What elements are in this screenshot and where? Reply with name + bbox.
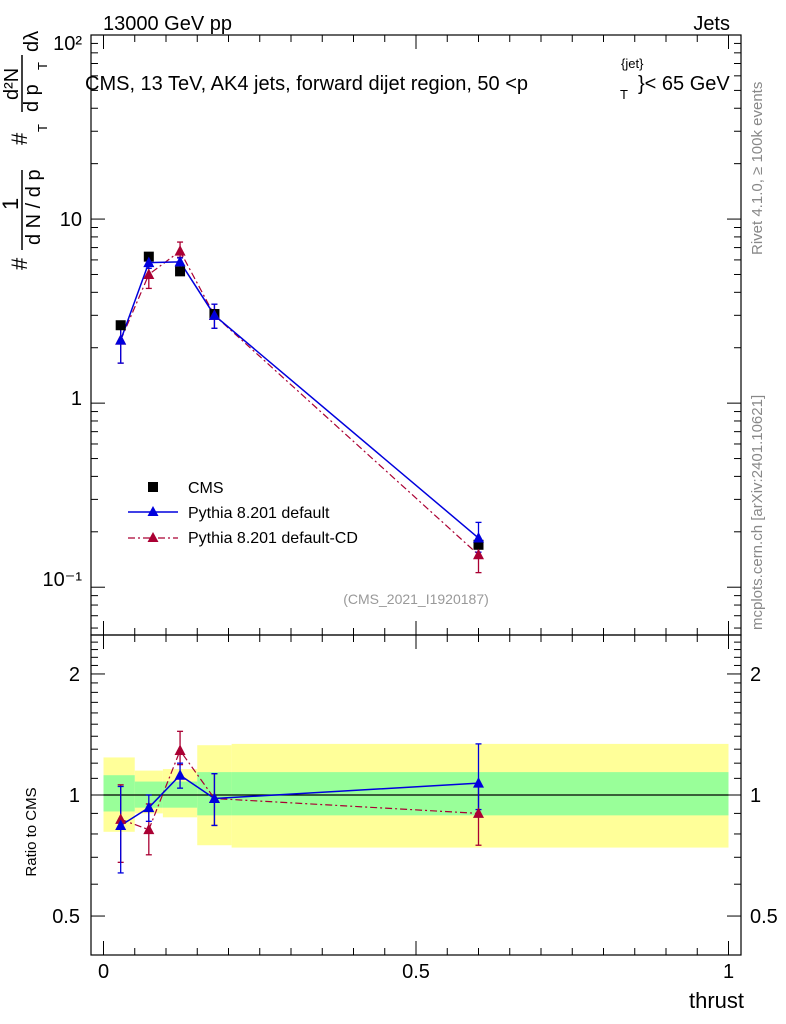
plot-title: CMS, 13 TeV, AK4 jets, forward dijet reg… [85,56,730,102]
ylabel-one: 1 [0,198,23,210]
analysis-watermark: (CMS_2021_I1920187) [343,591,489,607]
header-right: Jets [693,13,730,35]
xaxis-label: thrust [689,988,744,1013]
ylabel-hash1: # [7,257,32,270]
legend-label-default: Pythia 8.201 default [188,505,330,522]
ratio-ytick-label: 1 [69,785,80,807]
title-subscript: T [620,87,628,102]
ratio-marker-1 [473,807,484,818]
ylabel-dl: dλ [21,31,43,52]
ratio-band-green-4 [231,772,729,816]
ytick-label-1: 1 [71,388,82,410]
header-left: 13000 GeV pp [103,13,232,35]
ylabel-d2n: d²N [1,68,23,100]
ylabel-dn-dpt: d N / d p [23,169,45,245]
legend: CMS Pythia 8.201 default Pythia 8.201 de… [128,480,358,547]
main-ylabel: # 1 d N / d p T # d p T dλ d²N [0,31,50,270]
legend-label-cms: CMS [188,480,224,497]
ratio-marker-0 [174,769,186,780]
main-marker-1 [115,334,127,345]
legend-marker-cms [148,482,158,492]
xtick-label: 0.5 [402,961,430,983]
title-superscript: {jet} [621,56,644,71]
ylabel-t2: T [35,62,50,70]
ratio-ylabel: Ratio to CMS [23,787,40,876]
ratio-marker-0 [115,819,127,830]
main-marker-2 [143,268,155,279]
ratio-band-green-0 [103,775,135,812]
side-label-top: Rivet 4.1.0, ≥ 100k events [749,82,766,255]
cms-data-point [175,266,186,277]
cms-data-point [115,320,126,331]
main-marker-1 [143,256,155,268]
main-marker-1 [208,309,220,320]
main-marker-2 [473,548,484,560]
ratio-panel: 0 0.5 1 0.5 0.5 1 1 2 2 [52,634,778,983]
ytick-label-0.1: 10⁻¹ [43,569,83,591]
ratio-marker-0 [473,777,484,788]
ratio-ytick-label-right: 0.5 [750,906,778,928]
xtick-label: 1 [723,961,734,983]
ratio-marker-0 [143,801,155,813]
ratio-ytick-label-right: 1 [750,785,761,807]
main-marker-1 [473,532,484,543]
xtick-label: 0 [98,961,109,983]
ratio-ytick-label: 2 [69,664,80,686]
ratio-ytick-label: 0.5 [52,906,80,928]
ytick-label-10: 10 [60,209,82,231]
main-panel [90,34,742,636]
title-end: }< 65 GeV [638,73,730,95]
legend-marker-default [147,506,159,516]
main-marker-1 [174,255,186,267]
ratio-ytick-label-right: 2 [750,664,761,686]
main-series-line-1 [119,261,479,539]
cms-data-point [473,539,484,550]
ylabel-dpt-dl: d p [21,84,43,112]
ylabel-t1: T [35,124,50,132]
title-main: CMS, 13 TeV, AK4 jets, forward dijet reg… [85,73,528,95]
ratio-marker-1 [143,823,155,835]
ratio-marker-0 [208,792,220,804]
side-label-bottom: mcplots.cern.ch [arXiv:2401.10621] [749,395,766,630]
main-marker-2 [174,245,186,256]
legend-label-default-cd: Pythia 8.201 default-CD [188,530,358,547]
ratio-marker-1 [174,744,186,756]
ytick-label-100: 10² [53,33,82,55]
ratio-marker-1 [115,813,127,824]
ylabel-hash2: # [7,132,32,145]
legend-marker-default-cd [147,532,159,542]
